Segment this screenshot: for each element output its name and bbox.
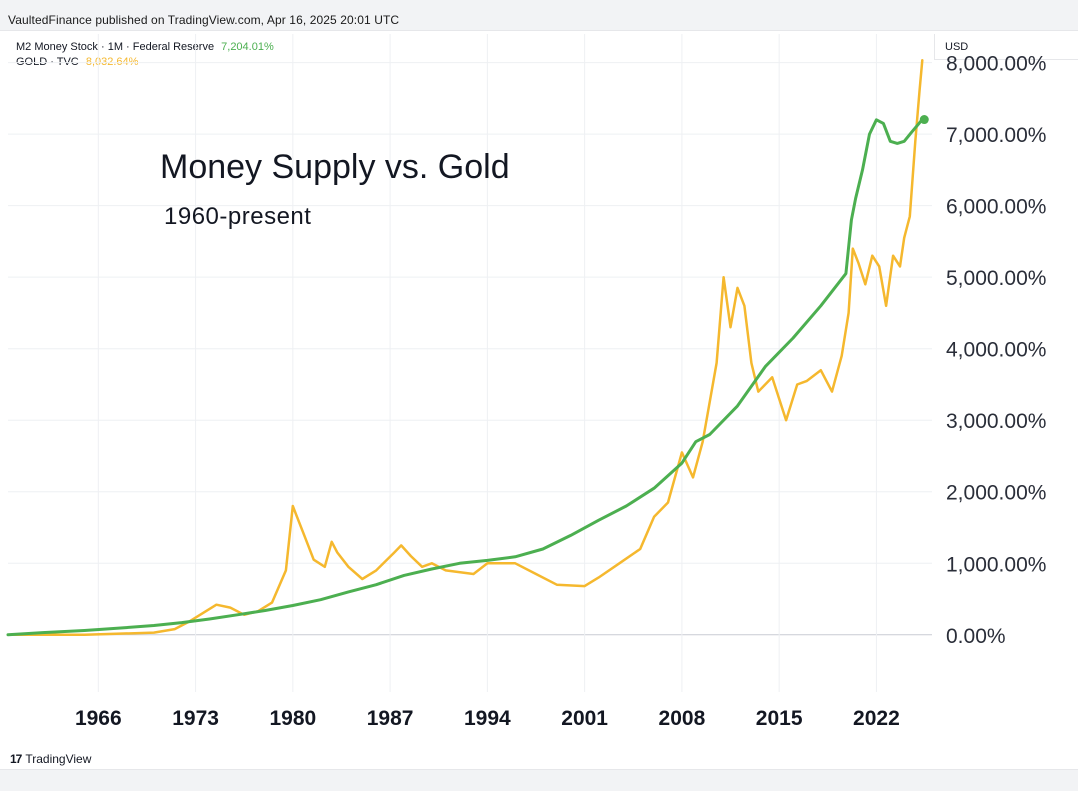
m2-last-value-marker bbox=[919, 115, 929, 125]
legend-m2-name: M2 Money Stock · 1M · Federal Reserve bbox=[16, 41, 215, 53]
series-group bbox=[6, 59, 929, 637]
x-tick-label: 2022 bbox=[853, 707, 900, 730]
y-tick-label: 3,000.00% bbox=[946, 410, 1046, 433]
chart-subtitle: 1960-present bbox=[164, 203, 311, 230]
published-info: VaultedFinance published on TradingView.… bbox=[8, 13, 400, 27]
chart-title: Money Supply vs. Gold bbox=[160, 148, 510, 186]
y-tick-label: 2,000.00% bbox=[946, 482, 1046, 505]
y-axis: 0.00% 1,000.00% 2,000.00% 3,000.00% 4,000.00… bbox=[946, 53, 1046, 648]
x-tick-label: 1987 bbox=[367, 707, 414, 730]
y-tick-label: 1,000.00% bbox=[946, 553, 1046, 576]
footer-brand[interactable]: 17 TradingView bbox=[10, 752, 91, 766]
x-tick-label: 1994 bbox=[464, 707, 511, 730]
chart-card bbox=[0, 30, 1078, 770]
legend-m2-value: 7,204.01% bbox=[221, 41, 274, 53]
x-tick-label: 1980 bbox=[269, 707, 316, 730]
y-tick-label: 0.00% bbox=[946, 625, 1006, 648]
legend-m2[interactable]: M2 Money Stock · 1M · Federal Reserve 7,… bbox=[16, 40, 274, 55]
y-tick-label: 7,000.00% bbox=[946, 124, 1046, 147]
y-tick-label: 5,000.00% bbox=[946, 267, 1046, 290]
x-tick-label: 2001 bbox=[561, 707, 608, 730]
currency-button[interactable]: USD bbox=[934, 34, 1078, 60]
y-tick-label: 6,000.00% bbox=[946, 196, 1046, 219]
tradingview-logo: 17 bbox=[10, 752, 22, 766]
m2-series-line bbox=[6, 118, 924, 637]
legend-gold[interactable]: GOLD · TVC 8,032.64% bbox=[16, 55, 274, 70]
y-tick-label: 8,000.00% bbox=[946, 53, 1046, 76]
x-tick-label: 1966 bbox=[75, 707, 122, 730]
x-tick-label: 2015 bbox=[756, 707, 803, 730]
tradingview-brand-name: TradingView bbox=[25, 752, 92, 766]
x-axis: 1966 1973 1980 1987 1994 2001 2008 2015 2022 bbox=[75, 707, 900, 730]
legend-gold-name: GOLD · TVC bbox=[16, 56, 79, 68]
legend: M2 Money Stock · 1M · Federal Reserve 7,… bbox=[16, 40, 274, 70]
gold-series-line bbox=[6, 59, 924, 637]
grid bbox=[8, 34, 932, 692]
legend-gold-value: 8,032.64% bbox=[85, 56, 139, 68]
x-tick-label: 1973 bbox=[172, 707, 219, 730]
x-tick-label: 2008 bbox=[659, 707, 706, 730]
y-tick-label: 4,000.00% bbox=[946, 339, 1046, 362]
